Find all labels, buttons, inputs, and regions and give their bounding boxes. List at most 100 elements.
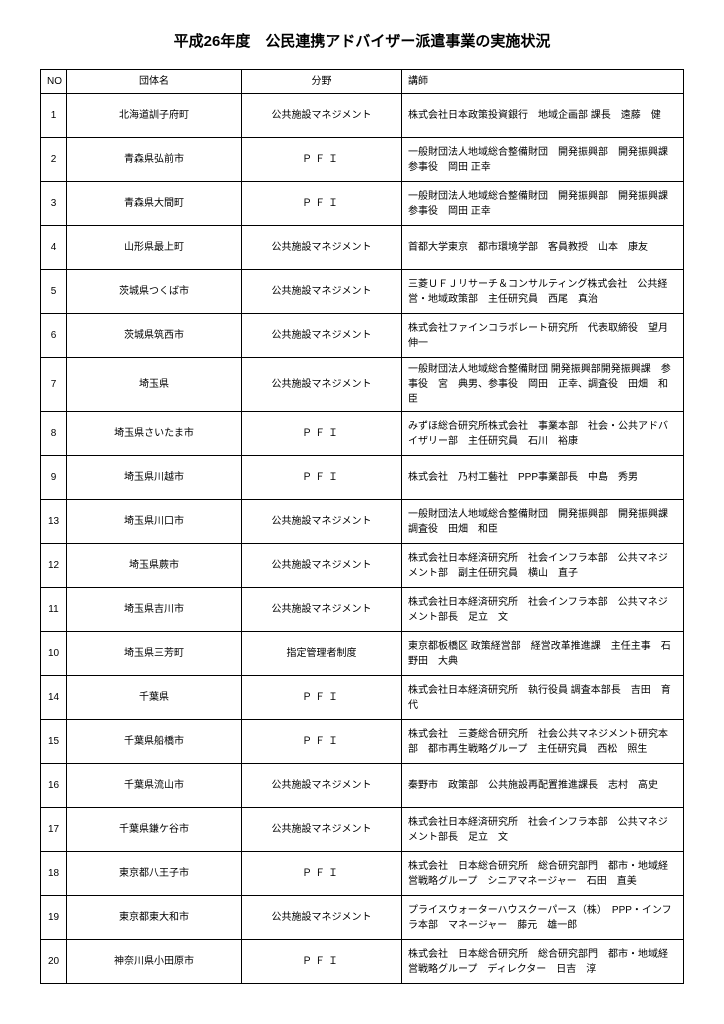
- col-header-no: NO: [41, 70, 67, 94]
- cell-no: 18: [41, 852, 67, 896]
- cell-field: ＰＦＩ: [242, 412, 402, 456]
- table-row: 5茨城県つくば市公共施設マネジメント三菱ＵＦＪリサーチ＆コンサルティング株式会社…: [41, 270, 684, 314]
- cell-org: 神奈川県小田原市: [67, 940, 242, 984]
- table-row: 19東京都東大和市公共施設マネジメントプライスウォーターハウスクーパース（株） …: [41, 896, 684, 940]
- cell-no: 20: [41, 940, 67, 984]
- cell-no: 3: [41, 182, 67, 226]
- cell-lecturer: 秦野市 政策部 公共施設再配置推進課長 志村 高史: [402, 764, 684, 808]
- col-header-lecturer: 講師: [402, 70, 684, 94]
- cell-org: 埼玉県川口市: [67, 500, 242, 544]
- cell-org: 埼玉県三芳町: [67, 632, 242, 676]
- cell-field: 公共施設マネジメント: [242, 94, 402, 138]
- cell-lecturer: 一般財団法人地域総合整備財団 開発振興部 開発振興課 調査役 田畑 和臣: [402, 500, 684, 544]
- cell-field: 公共施設マネジメント: [242, 588, 402, 632]
- cell-field: 公共施設マネジメント: [242, 358, 402, 412]
- table-row: 12埼玉県蕨市公共施設マネジメント株式会社日本経済研究所 社会インフラ本部 公共…: [41, 544, 684, 588]
- cell-lecturer: 首都大学東京 都市環境学部 客員教授 山本 康友: [402, 226, 684, 270]
- cell-field: 指定管理者制度: [242, 632, 402, 676]
- cell-org: 埼玉県蕨市: [67, 544, 242, 588]
- cell-lecturer: 株式会社ファインコラボレート研究所 代表取締役 望月 伸一: [402, 314, 684, 358]
- dispatch-status-table: NO 団体名 分野 講師 1北海道訓子府町公共施設マネジメント株式会社日本政策投…: [40, 69, 684, 984]
- cell-field: 公共施設マネジメント: [242, 544, 402, 588]
- cell-lecturer: 株式会社 三菱総合研究所 社会公共マネジメント研究本部 都市再生戦略グループ 主…: [402, 720, 684, 764]
- cell-org: 茨城県筑西市: [67, 314, 242, 358]
- table-row: 18東京都八王子市ＰＦＩ株式会社 日本総合研究所 総合研究部門 都市・地域経営戦…: [41, 852, 684, 896]
- cell-no: 12: [41, 544, 67, 588]
- cell-org: 千葉県流山市: [67, 764, 242, 808]
- cell-org: 千葉県鎌ケ谷市: [67, 808, 242, 852]
- cell-no: 9: [41, 456, 67, 500]
- table-row: 11埼玉県吉川市公共施設マネジメント株式会社日本経済研究所 社会インフラ本部 公…: [41, 588, 684, 632]
- table-row: 7埼玉県公共施設マネジメント一般財団法人地域総合整備財団 開発振興部開発振興課 …: [41, 358, 684, 412]
- cell-field: 公共施設マネジメント: [242, 270, 402, 314]
- cell-lecturer: 三菱ＵＦＪリサーチ＆コンサルティング株式会社 公共経営・地域政策部 主任研究員 …: [402, 270, 684, 314]
- cell-no: 16: [41, 764, 67, 808]
- table-row: 10埼玉県三芳町指定管理者制度東京都板橋区 政策経営部 経営改革推進課 主任主事…: [41, 632, 684, 676]
- cell-org: 東京都八王子市: [67, 852, 242, 896]
- cell-no: 10: [41, 632, 67, 676]
- table-row: 2青森県弘前市ＰＦＩ一般財団法人地域総合整備財団 開発振興部 開発振興課 参事役…: [41, 138, 684, 182]
- cell-no: 13: [41, 500, 67, 544]
- cell-lecturer: みずほ総合研究所株式会社 事業本部 社会・公共アドバイザリー部 主任研究員 石川…: [402, 412, 684, 456]
- cell-field: 公共施設マネジメント: [242, 314, 402, 358]
- cell-field: ＰＦＩ: [242, 182, 402, 226]
- cell-field: ＰＦＩ: [242, 852, 402, 896]
- cell-field: 公共施設マネジメント: [242, 808, 402, 852]
- cell-field: ＰＦＩ: [242, 676, 402, 720]
- table-row: 14千葉県ＰＦＩ株式会社日本経済研究所 執行役員 調査本部長 吉田 育代: [41, 676, 684, 720]
- cell-lecturer: 一般財団法人地域総合整備財団 開発振興部 開発振興課 参事役 岡田 正幸: [402, 138, 684, 182]
- cell-field: 公共施設マネジメント: [242, 500, 402, 544]
- table-row: 15千葉県船橋市ＰＦＩ株式会社 三菱総合研究所 社会公共マネジメント研究本部 都…: [41, 720, 684, 764]
- table-row: 8埼玉県さいたま市ＰＦＩみずほ総合研究所株式会社 事業本部 社会・公共アドバイザ…: [41, 412, 684, 456]
- cell-field: ＰＦＩ: [242, 940, 402, 984]
- col-header-field: 分野: [242, 70, 402, 94]
- cell-no: 8: [41, 412, 67, 456]
- cell-lecturer: 株式会社日本経済研究所 執行役員 調査本部長 吉田 育代: [402, 676, 684, 720]
- cell-lecturer: 株式会社日本経済研究所 社会インフラ本部 公共マネジメント部長 足立 文: [402, 588, 684, 632]
- cell-no: 5: [41, 270, 67, 314]
- cell-org: 埼玉県川越市: [67, 456, 242, 500]
- cell-lecturer: 株式会社 日本総合研究所 総合研究部門 都市・地域経営戦略グループ シニアマネー…: [402, 852, 684, 896]
- cell-field: ＰＦＩ: [242, 720, 402, 764]
- cell-org: 埼玉県吉川市: [67, 588, 242, 632]
- cell-lecturer: 一般財団法人地域総合整備財団 開発振興部開発振興課 参事役 宮 典男、参事役 岡…: [402, 358, 684, 412]
- cell-no: 19: [41, 896, 67, 940]
- cell-org: 埼玉県: [67, 358, 242, 412]
- cell-field: 公共施設マネジメント: [242, 764, 402, 808]
- table-row: 9埼玉県川越市ＰＦＩ株式会社 乃村工藝社 PPP事業部長 中島 秀男: [41, 456, 684, 500]
- cell-no: 7: [41, 358, 67, 412]
- cell-no: 4: [41, 226, 67, 270]
- table-row: 13埼玉県川口市公共施設マネジメント一般財団法人地域総合整備財団 開発振興部 開…: [41, 500, 684, 544]
- cell-no: 15: [41, 720, 67, 764]
- cell-field: 公共施設マネジメント: [242, 896, 402, 940]
- cell-no: 1: [41, 94, 67, 138]
- cell-org: 東京都東大和市: [67, 896, 242, 940]
- cell-no: 14: [41, 676, 67, 720]
- cell-lecturer: プライスウォーターハウスクーパース（株） PPP・インフラ本部 マネージャー 藤…: [402, 896, 684, 940]
- cell-org: 茨城県つくば市: [67, 270, 242, 314]
- table-row: 4山形県最上町公共施設マネジメント首都大学東京 都市環境学部 客員教授 山本 康…: [41, 226, 684, 270]
- cell-org: 千葉県船橋市: [67, 720, 242, 764]
- cell-no: 6: [41, 314, 67, 358]
- cell-field: ＰＦＩ: [242, 456, 402, 500]
- cell-lecturer: 東京都板橋区 政策経営部 経営改革推進課 主任主事 石野田 大典: [402, 632, 684, 676]
- cell-field: ＰＦＩ: [242, 138, 402, 182]
- cell-no: 2: [41, 138, 67, 182]
- cell-field: 公共施設マネジメント: [242, 226, 402, 270]
- table-row: 3青森県大間町ＰＦＩ一般財団法人地域総合整備財団 開発振興部 開発振興課 参事役…: [41, 182, 684, 226]
- cell-lecturer: 株式会社日本経済研究所 社会インフラ本部 公共マネジメント部長 足立 文: [402, 808, 684, 852]
- cell-no: 11: [41, 588, 67, 632]
- cell-org: 青森県大間町: [67, 182, 242, 226]
- cell-lecturer: 株式会社日本経済研究所 社会インフラ本部 公共マネジメント部 副主任研究員 横山…: [402, 544, 684, 588]
- cell-lecturer: 一般財団法人地域総合整備財団 開発振興部 開発振興課 参事役 岡田 正幸: [402, 182, 684, 226]
- cell-org: 山形県最上町: [67, 226, 242, 270]
- cell-org: 千葉県: [67, 676, 242, 720]
- cell-lecturer: 株式会社 日本総合研究所 総合研究部門 都市・地域経営戦略グループ ディレクター…: [402, 940, 684, 984]
- cell-lecturer: 株式会社 乃村工藝社 PPP事業部長 中島 秀男: [402, 456, 684, 500]
- table-row: 1北海道訓子府町公共施設マネジメント株式会社日本政策投資銀行 地域企画部 課長 …: [41, 94, 684, 138]
- cell-org: 埼玉県さいたま市: [67, 412, 242, 456]
- table-row: 17千葉県鎌ケ谷市公共施設マネジメント株式会社日本経済研究所 社会インフラ本部 …: [41, 808, 684, 852]
- col-header-org: 団体名: [67, 70, 242, 94]
- cell-no: 17: [41, 808, 67, 852]
- table-row: 6茨城県筑西市公共施設マネジメント株式会社ファインコラボレート研究所 代表取締役…: [41, 314, 684, 358]
